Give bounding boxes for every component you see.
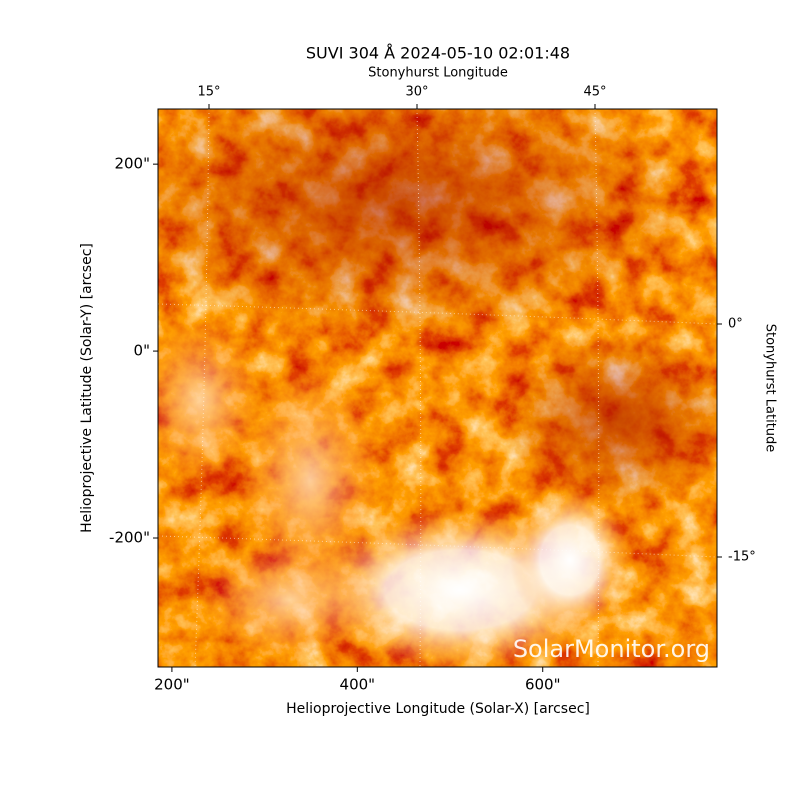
x-tick-label: 600" [525, 676, 561, 694]
solar-image [158, 109, 717, 667]
top-tick-label: 15° [197, 85, 220, 100]
x-axis-label: Helioprojective Longitude (Solar-X) [arc… [286, 701, 590, 717]
x-tick-label: 400" [340, 676, 376, 694]
right-tick-label: -15° [728, 550, 756, 565]
longitude-grid-line [594, 108, 600, 668]
longitude-grid-line [416, 108, 422, 668]
top-tick-label: 45° [583, 85, 606, 100]
top-axis-label: Stonyhurst Longitude [368, 66, 508, 81]
right-axis-label: Stonyhurst Latitude [763, 324, 778, 453]
y-axis-label: Helioprojective Latitude (Solar-Y) [arcs… [79, 243, 95, 533]
y-tick-label: 0" [134, 342, 150, 360]
y-tick-label: 200" [114, 155, 150, 173]
watermark: SolarMonitor.org [513, 635, 710, 663]
right-tick-label: 0° [728, 317, 743, 332]
longitude-grid-line [194, 108, 210, 668]
top-tick-label: 30° [405, 85, 428, 100]
plot-frame [157, 108, 718, 668]
chart-title: SUVI 304 Å 2024-05-10 02:01:48 [306, 44, 570, 63]
y-tick-label: -200" [109, 529, 150, 547]
x-tick-label: 200" [154, 676, 190, 694]
